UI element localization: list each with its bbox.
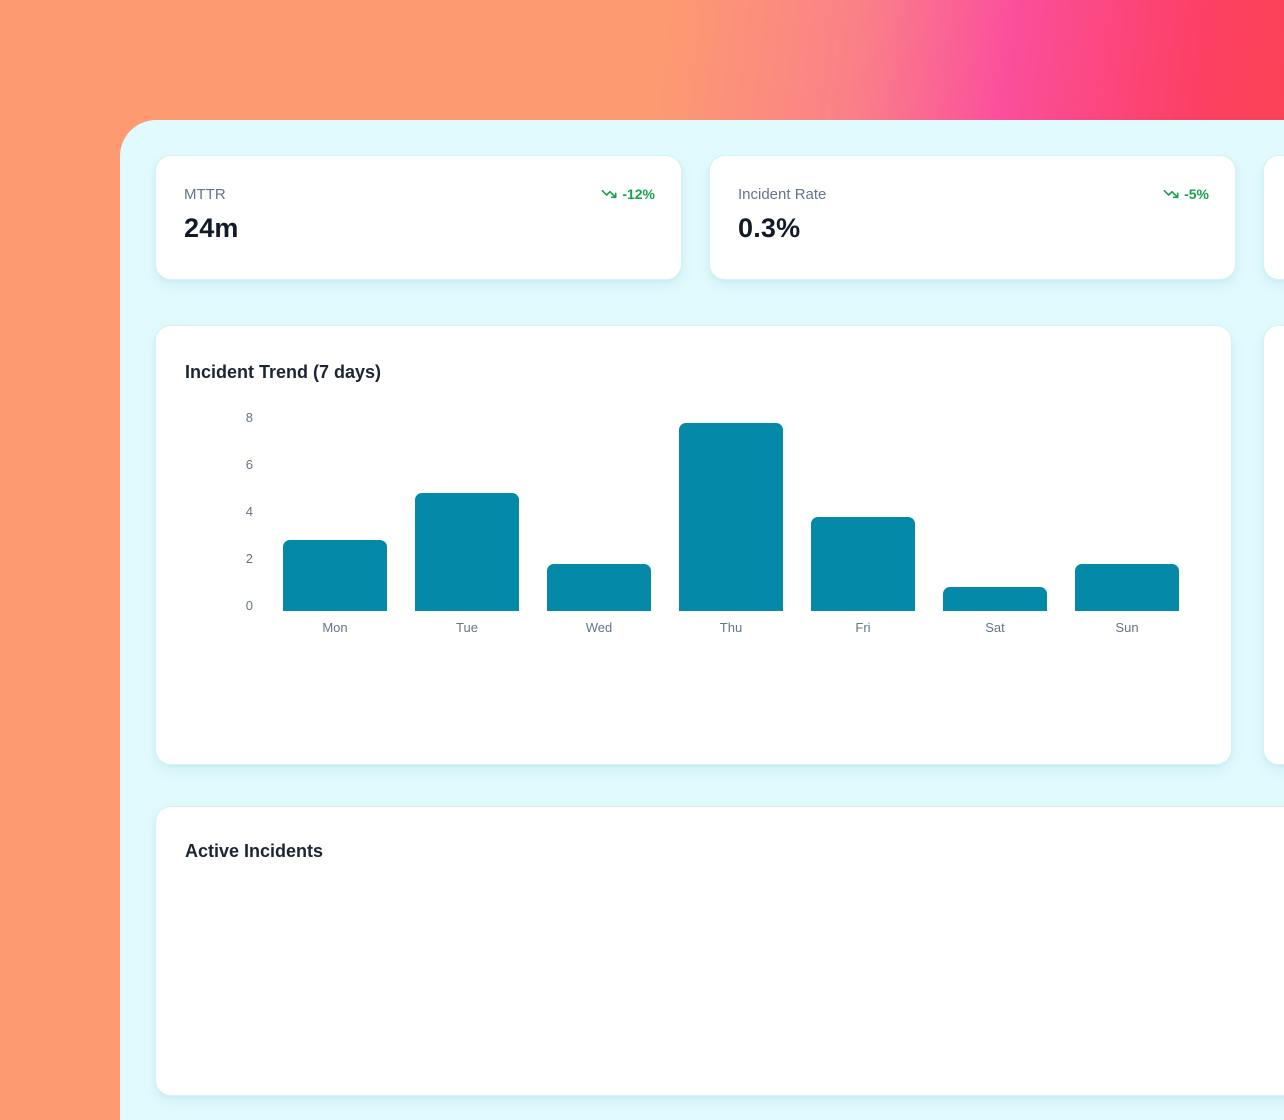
- stat-delta-badge: -5%: [1163, 186, 1209, 202]
- x-axis-label: Sun: [1115, 620, 1139, 635]
- x-axis-label: Sat: [985, 620, 1005, 635]
- bar-thu: [679, 423, 783, 611]
- bar-chart-plot: 0 2 4 6 8 Mon Tue Wed Thu Fri Sat Sun: [156, 326, 1231, 764]
- x-axis-label: Fri: [855, 620, 871, 635]
- x-axis-label: Thu: [719, 620, 743, 635]
- y-axis-tick: 6: [245, 457, 253, 472]
- y-axis-tick: 8: [245, 410, 253, 425]
- stat-value: 0.3%: [738, 213, 801, 243]
- bar-sun: [1075, 564, 1179, 611]
- stat-card-incident-rate: Incident Rate 0.3% -5%: [709, 155, 1236, 280]
- stat-delta-value: -5%: [1184, 186, 1209, 202]
- x-axis-label: Mon: [322, 620, 348, 635]
- stat-card-mttr: MTTR 24m -12%: [155, 155, 682, 280]
- x-axis-label: Wed: [585, 620, 613, 635]
- secondary-card-partial: [1263, 325, 1284, 765]
- stat-value: 24m: [184, 213, 239, 243]
- x-axis-label: Tue: [456, 620, 478, 635]
- bar-mon: [283, 540, 387, 611]
- stat-delta-value: -12%: [622, 186, 655, 202]
- chart-card: Incident Trend (7 days) 0 2 4 6 8 Mon Tue Wed Th…: [155, 325, 1232, 765]
- stat-label: Incident Rate: [738, 186, 827, 203]
- bar-sat: [943, 587, 1047, 611]
- bar-tue: [415, 493, 519, 611]
- chart-title: Incident Trend (7 days): [185, 362, 382, 382]
- active-incidents-title: Active Incidents: [185, 841, 324, 861]
- stat-card-partial: [1263, 155, 1284, 280]
- bar-fri: [811, 517, 915, 611]
- trending-down-icon: [1163, 186, 1179, 202]
- y-axis-tick: 4: [245, 504, 253, 519]
- stat-label: MTTR: [184, 186, 226, 203]
- bar-wed: [547, 564, 651, 611]
- y-axis-tick: 2: [245, 551, 253, 566]
- active-incidents-card: Active Incidents: [155, 806, 1284, 1096]
- y-axis-tick: 0: [245, 598, 253, 613]
- stat-delta-badge: -12%: [601, 186, 655, 202]
- trending-down-icon: [601, 186, 617, 202]
- dashboard-panel: MTTR 24m -12% Incident Rate 0.3% -5% In: [120, 120, 1284, 1120]
